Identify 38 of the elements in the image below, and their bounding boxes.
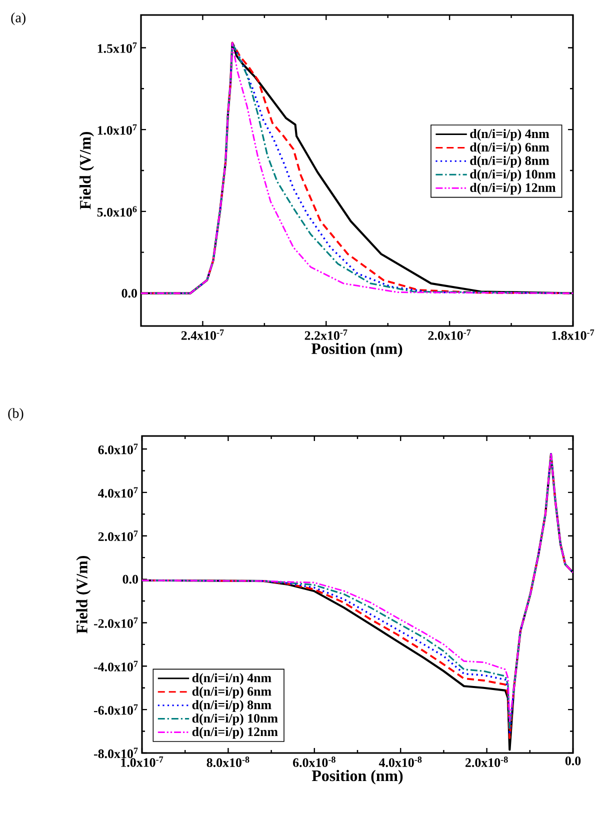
legend-label: d(n/i=i/p) 12nm [192, 727, 278, 739]
x-tick-label: 8.0x10$^{-8}$ [206, 756, 250, 768]
x-axis-title: Position (nm) [311, 342, 402, 358]
legend-label: d(n/i=i/p) 10nm [192, 714, 278, 726]
y-tick-label: 0.0 [122, 288, 137, 298]
text: (a) [11, 12, 26, 26]
legend-label: d(n/i=i/p) 4nm [470, 128, 550, 141]
y-tick-label: 5.0x10$^{6}$ [97, 206, 137, 217]
legend-label: d(n/i=i/p) 6nm [192, 686, 272, 698]
y-tick-label: -8.0x10$^{7}$ [94, 748, 138, 758]
x-tick-label: 1.8x10$^{-7}$ [552, 330, 594, 340]
x-tick-label: 1.0x10$^{-7}$ [121, 756, 164, 767]
x-tick-label: 2.4x10$^{-7}$ [181, 330, 224, 340]
x-tick-label: 6.0x10$^{-8}$ [293, 756, 336, 768]
y-tick-label: -2.0x10$^{7}$ [94, 617, 138, 628]
y-tick-label: 1.5x10$^{7}$ [98, 42, 137, 53]
y-tick-label: 2.0x10$^{7}$ [98, 530, 138, 542]
x-tick-label: 0.0 [565, 756, 581, 766]
y-tick-label: 1.0x10$^{7}$ [98, 124, 137, 135]
x-axis-title: Position (nm) [312, 770, 403, 784]
legend-label: d(n/i=i/n) 4nm [192, 673, 272, 685]
legend-label: d(n/i=i/p) 6nm [470, 142, 550, 154]
y-tick-label: 0.0 [122, 574, 138, 584]
y-tick-label: -6.0x10$^{7}$ [94, 704, 138, 715]
y-tick-label: 6.0x10$^{7}$ [98, 444, 138, 454]
legend-label: d(n/i=i/p) 8nm [192, 700, 272, 712]
x-tick-label: 2.0x10$^{-8}$ [466, 756, 508, 768]
y-axis-title: Field (V/m) [80, 132, 94, 210]
legend-label: d(n/i=i/p) 8nm [470, 156, 550, 168]
y-tick-label: 4.0x10$^{7}$ [98, 487, 138, 498]
x-tick-label: 2.2x10$^{-7}$ [304, 330, 348, 340]
legend-label: d(n/i=i/p) 12nm [470, 182, 556, 195]
legend-label: d(n/i=i/p) 10nm [470, 169, 556, 182]
text: (b) [8, 408, 24, 421]
y-axis-title: Field (V/m) [76, 556, 91, 634]
x-tick-label: 2.0x10$^{-7}$ [428, 330, 471, 340]
x-tick-label: 4.0x10$^{-8}$ [378, 756, 422, 768]
y-tick-label: -4.0x10$^{7}$ [94, 660, 138, 672]
